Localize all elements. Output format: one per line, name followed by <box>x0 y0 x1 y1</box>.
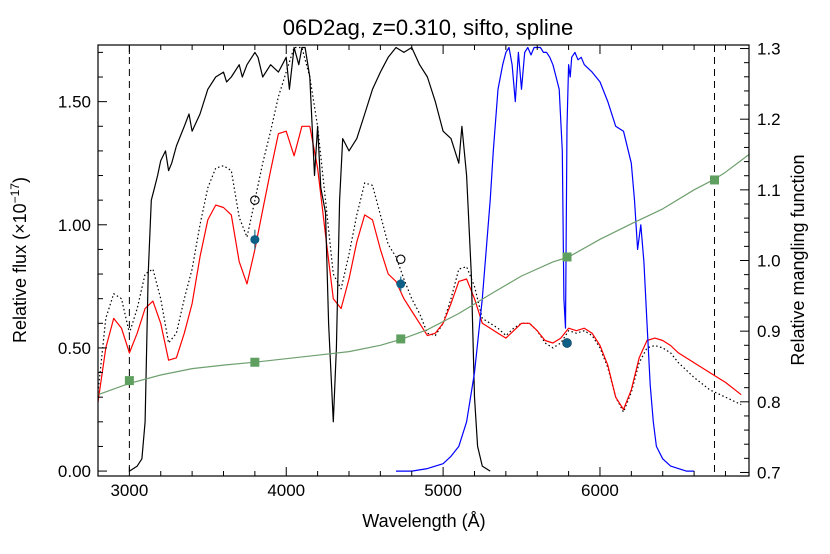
mangling-point-3 <box>562 252 572 262</box>
synthetic-point-0 <box>250 195 260 205</box>
observed-point-0 <box>250 235 260 245</box>
mangling-point-1 <box>250 357 260 367</box>
series-line-0 <box>97 46 742 413</box>
y-tick-label: 0.50 <box>58 339 91 358</box>
y2-tick-label: 0.9 <box>757 322 781 341</box>
x-axis: 3000 4000 5000 6000 <box>110 45 726 500</box>
x-tick-label: 6000 <box>581 481 619 500</box>
plot-frame <box>97 44 750 477</box>
chart-title: 06D2ag, z=0.310, sifto, spline <box>283 15 573 40</box>
mangling-point-4 <box>709 175 719 185</box>
x-axis-title: Wavelength (Å) <box>362 511 485 531</box>
y-tick-label: 1.00 <box>58 216 91 235</box>
y-axis-right: 0.7 0.8 0.9 1.0 1.1 1.2 1.3 <box>740 40 781 482</box>
y2-tick-label: 1.3 <box>757 40 781 59</box>
y2-tick-label: 1.1 <box>757 181 781 200</box>
y-tick-label: 0.00 <box>58 462 91 481</box>
marker-layer <box>124 175 719 386</box>
synthetic-point-1 <box>396 254 406 265</box>
series-line-2 <box>129 46 491 472</box>
mangling-point-0 <box>124 376 134 386</box>
y-axis-title-exponent: −17 <box>8 183 22 204</box>
y2-axis-title: Relative mangling function <box>788 154 808 365</box>
series-line-3 <box>396 46 695 472</box>
observed-point-1 <box>396 279 406 289</box>
observed-point-2 <box>562 338 572 348</box>
y-axis-title: Relative flux (×10−17) <box>8 177 30 343</box>
y-tick-label: 1.50 <box>58 93 91 112</box>
y2-tick-label: 0.7 <box>757 463 781 482</box>
x-tick-label: 5000 <box>424 481 462 500</box>
series-line-4 <box>97 154 750 396</box>
y2-tick-label: 1.2 <box>757 110 781 129</box>
series-layer <box>97 45 750 476</box>
mangling-point-2 <box>396 334 406 344</box>
x-tick-label: 3000 <box>110 481 148 500</box>
x-tick-label: 4000 <box>267 481 305 500</box>
plot-area: 3000 4000 5000 6000 0.00 0.50 1.00 1.50 0.7 0.8… <box>58 40 781 500</box>
y-axis-title-base: Relative flux (×10 <box>10 203 30 343</box>
y-axis-title-close: ) <box>10 177 30 183</box>
y-axis-left: 0.00 0.50 1.00 1.50 <box>58 51 107 481</box>
series-line-1 <box>97 125 742 411</box>
y2-tick-label: 1.0 <box>757 252 781 271</box>
y2-tick-label: 0.8 <box>757 393 781 412</box>
